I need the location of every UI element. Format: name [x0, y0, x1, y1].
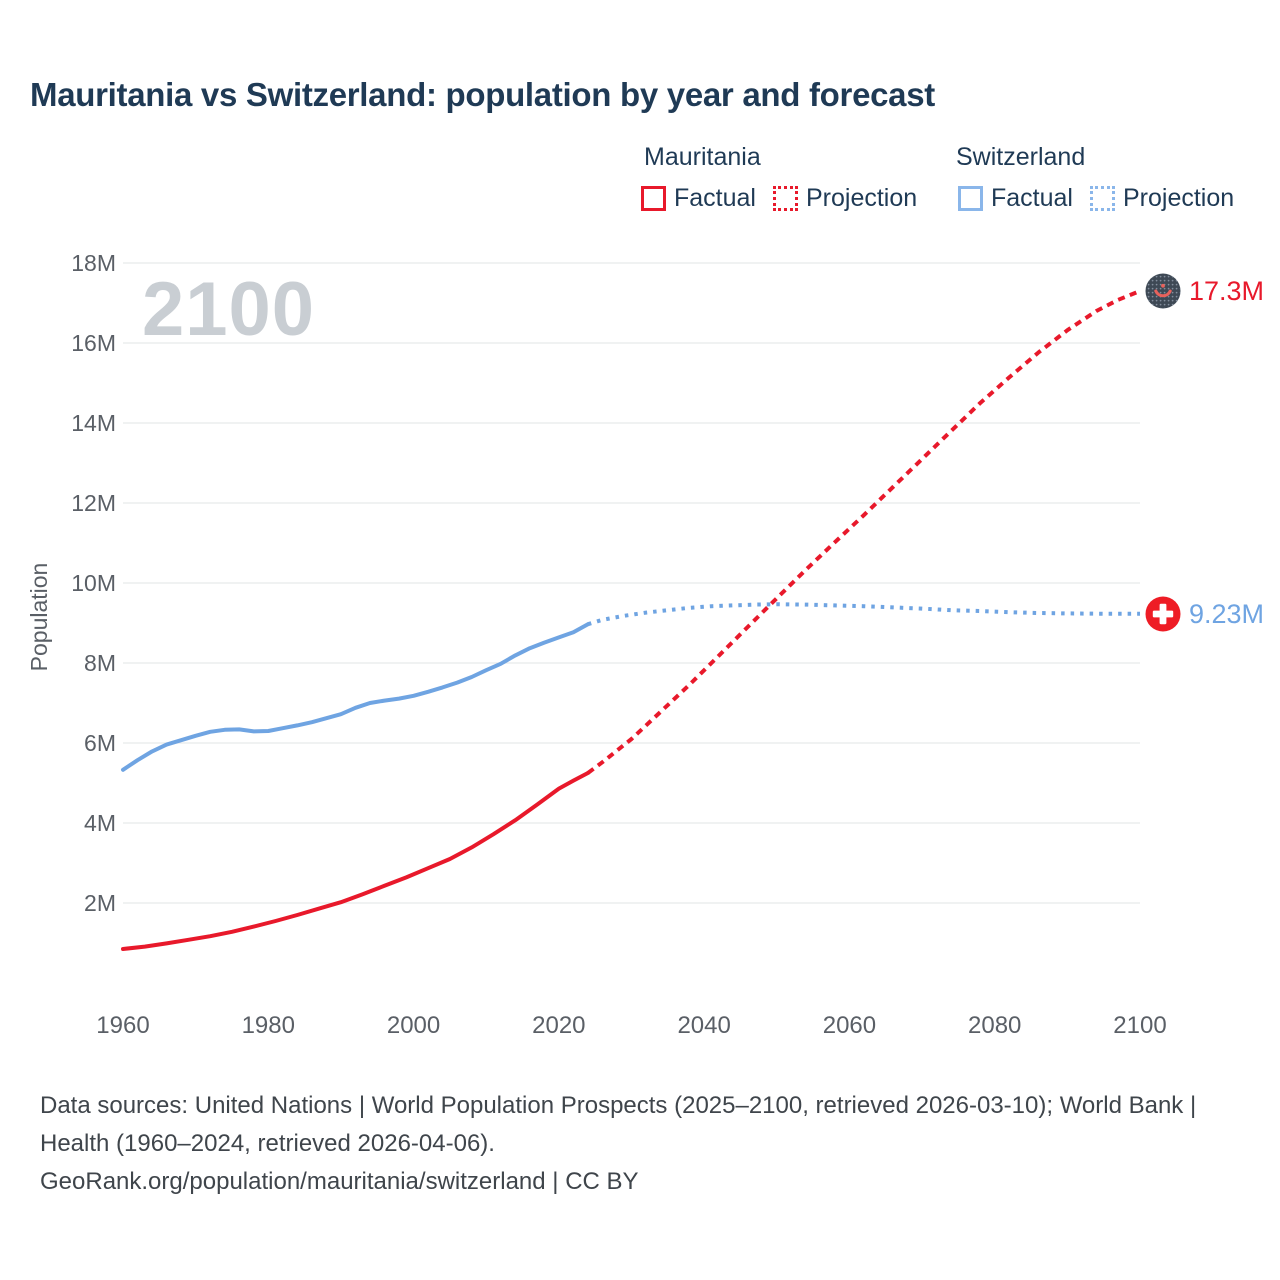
data-sources-text: Data sources: United Nations | World Pop…	[40, 1092, 1197, 1157]
legend-item-label: Projection	[1122, 184, 1235, 212]
mauritania-flag-icon	[1144, 272, 1182, 310]
y-tick-label: 14M	[71, 410, 116, 436]
legend-swatch-solid-blue-icon	[958, 186, 983, 211]
end-label-value-mauritania: 17.3M	[1189, 275, 1265, 306]
y-tick-label: 4M	[84, 810, 116, 836]
attribution-text: GeoRank.org/population/mauritania/switze…	[40, 1168, 639, 1195]
legend-item-switzerland-projection[interactable]: Projection	[1089, 184, 1235, 213]
end-label-mauritania: 17.3M	[1144, 272, 1264, 310]
legend-swatch-dotted-blue-icon	[1089, 186, 1115, 211]
end-label-switzerland: 9.23M	[1144, 595, 1264, 633]
end-label-value-switzerland: 9.23M	[1189, 598, 1265, 629]
page-title: Mauritania vs Switzerland: population by…	[30, 76, 935, 113]
legend-swatch-dotted-red-icon	[772, 186, 798, 211]
legend-item-label: Factual	[674, 184, 756, 212]
legend-item-label: Factual	[991, 184, 1073, 212]
watermark-year: 2100	[142, 267, 316, 352]
legend-row-mauritania: Factual Projection	[641, 184, 934, 213]
y-tick-label: 8M	[84, 650, 116, 676]
series-line-mauritania-projection	[586, 289, 1141, 775]
legend-item-mauritania-factual[interactable]: Factual	[641, 184, 756, 213]
x-tick-label: 2020	[532, 1012, 586, 1039]
switzerland-flag-icon	[1144, 595, 1182, 633]
x-tick-label: 1980	[241, 1012, 295, 1039]
series-line-switzerland-factual	[121, 622, 590, 772]
legend-swatch-solid-red-icon	[641, 186, 666, 211]
x-tick-label: 1960	[96, 1012, 150, 1039]
legend-row-switzerland: Factual Projection	[958, 184, 1251, 213]
legend-group-title-mauritania: Mauritania	[644, 143, 761, 171]
x-tick-label: 2080	[968, 1012, 1022, 1039]
x-tick-label: 2040	[677, 1012, 731, 1039]
y-tick-label: 16M	[71, 330, 116, 356]
footer: Data sources: United Nations | World Pop…	[40, 1087, 1220, 1201]
y-tick-label: 2M	[84, 890, 116, 916]
series-line-switzerland-projection	[587, 602, 1140, 627]
x-tick-label: 2000	[386, 1012, 441, 1039]
y-tick-label: 18M	[71, 250, 116, 276]
legend-item-label: Projection	[805, 184, 918, 212]
y-tick-label: 12M	[71, 490, 116, 516]
x-tick-label: 2060	[822, 1012, 877, 1039]
legend-item-switzerland-factual[interactable]: Factual	[958, 184, 1073, 213]
legend-group-title-switzerland: Switzerland	[956, 143, 1086, 171]
y-tick-label: 10M	[71, 570, 116, 596]
y-tick-label: 6M	[84, 730, 116, 756]
x-tick-label: 2100	[1113, 1012, 1167, 1039]
series-line-mauritania-factual	[121, 771, 590, 951]
legend-item-mauritania-projection[interactable]: Projection	[772, 184, 918, 213]
